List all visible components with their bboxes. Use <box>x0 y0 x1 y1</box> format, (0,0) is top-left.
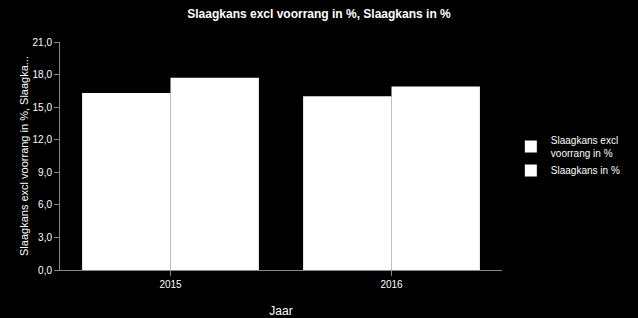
svg-text:9,0: 9,0 <box>38 167 52 178</box>
svg-text:21,0: 21,0 <box>33 37 53 48</box>
svg-text:15,0: 15,0 <box>33 102 53 113</box>
svg-text:18,0: 18,0 <box>33 69 53 80</box>
svg-text:Slaagkans in %: Slaagkans in % <box>551 165 620 176</box>
svg-text:2015: 2015 <box>159 279 182 290</box>
svg-text:Jaar: Jaar <box>269 304 292 318</box>
svg-text:3,0: 3,0 <box>38 232 52 243</box>
svg-text:Slaagkans excl voorrang in %,: Slaagkans excl voorrang in %, Slaagka... <box>18 56 30 256</box>
svg-text:2016: 2016 <box>380 279 403 290</box>
svg-text:Slaagkans excl voorrang in %,: Slaagkans excl voorrang in %, Slaagkans … <box>187 7 451 21</box>
svg-text:6,0: 6,0 <box>38 199 52 210</box>
svg-text:12,0: 12,0 <box>33 134 53 145</box>
svg-text:Slaagkans exclvoorrang in %: Slaagkans exclvoorrang in % <box>551 135 618 159</box>
svg-text:0,0: 0,0 <box>38 265 52 276</box>
